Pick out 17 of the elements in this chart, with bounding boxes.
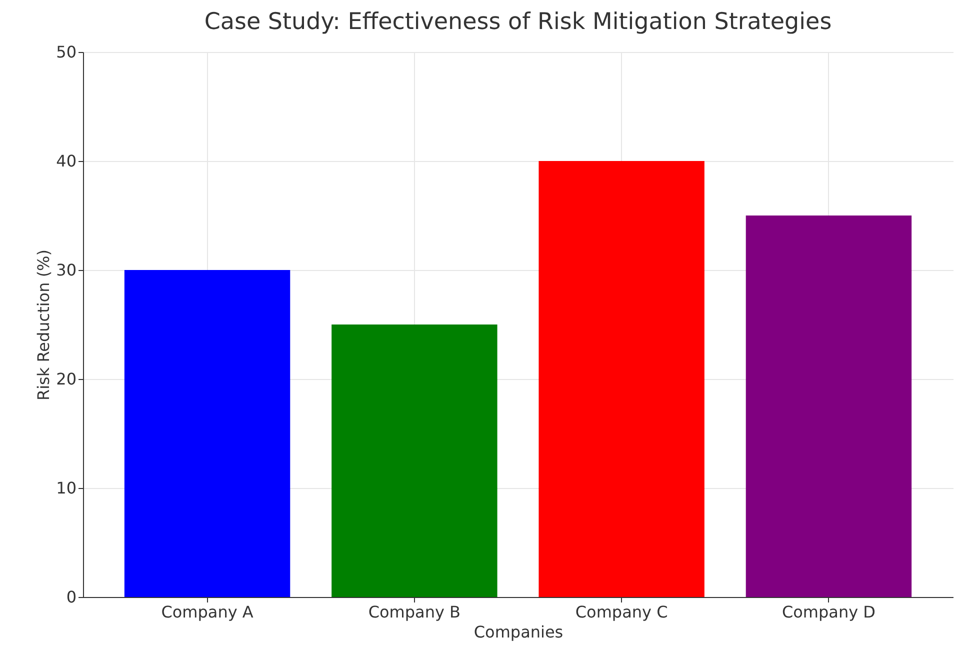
y-tick-label: 0 [66, 588, 76, 606]
bar [124, 270, 290, 597]
y-tick-label: 10 [56, 478, 76, 498]
x-tick-label: Company C [575, 602, 668, 622]
x-tick-label: Company B [368, 602, 461, 622]
x-tick-label: Company D [782, 602, 876, 622]
y-axis-title: Risk Reduction (%) [34, 249, 54, 401]
y-tick-label: 30 [56, 260, 76, 280]
bar [538, 161, 704, 597]
y-tick-label: 50 [56, 42, 76, 62]
x-tick-label: Company A [161, 602, 254, 622]
x-axis-title: Companies [474, 622, 564, 642]
bar [332, 324, 498, 597]
bar [746, 216, 912, 597]
y-tick-label: 20 [56, 370, 76, 388]
chart-title: Case Study: Effectiveness of Risk Mitigation Strategies [204, 9, 832, 35]
y-tick-label: 40 [56, 152, 76, 170]
